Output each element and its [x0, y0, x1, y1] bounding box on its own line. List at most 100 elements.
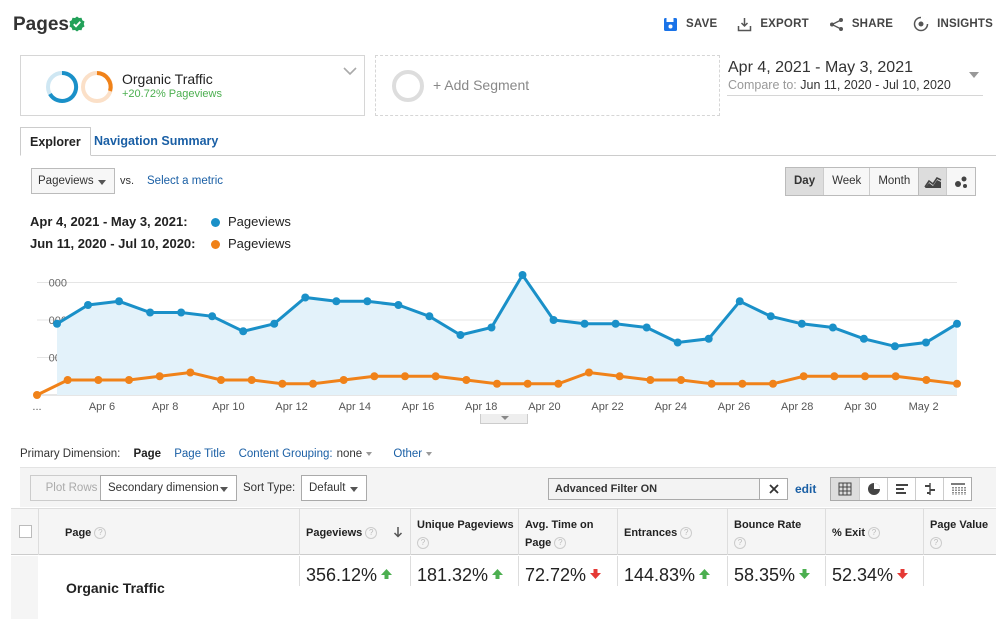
- help-icon[interactable]: ?: [734, 537, 746, 550]
- cell-unique-pageviews: 181.32%: [410, 556, 518, 588]
- chart-resize-handle[interactable]: [480, 414, 528, 424]
- column-entrances[interactable]: Entrances?: [617, 509, 727, 555]
- help-icon[interactable]: ?: [680, 527, 693, 540]
- data-point: [704, 334, 713, 343]
- data-point: [953, 319, 961, 328]
- content-grouping-label[interactable]: Content Grouping:: [238, 448, 333, 460]
- column-bounce-rate[interactable]: Bounce Rate?: [727, 509, 825, 555]
- sort-descending-icon: [393, 527, 403, 538]
- content-grouping-value[interactable]: none: [336, 448, 363, 460]
- cell-avg-time-value: 72.72%: [525, 565, 587, 585]
- edit-filter-link[interactable]: edit: [795, 482, 817, 496]
- segment-rings-icon: [46, 70, 113, 103]
- add-segment-button[interactable]: + Add Segment: [375, 55, 720, 116]
- date-range-picker[interactable]: Apr 4, 2021 - May 3, 2021 Compare to: Ju…: [727, 58, 983, 96]
- select-all-checkbox[interactable]: [19, 525, 32, 538]
- primary-dimension-page-title[interactable]: Page Title: [174, 448, 226, 460]
- data-table-view-button[interactable]: [831, 478, 859, 500]
- motion-chart-button[interactable]: [947, 168, 975, 195]
- cell-bounce-rate-value: 58.35%: [734, 565, 796, 585]
- select-metric-link[interactable]: Select a metric: [147, 175, 224, 187]
- other-dimension-link[interactable]: Other: [393, 448, 423, 460]
- cell-entrances: 144.83%: [617, 556, 727, 588]
- column-page[interactable]: Page?: [38, 509, 299, 555]
- column-pageviews-label: Pageviews: [306, 527, 363, 539]
- page-title: Pages: [13, 14, 69, 35]
- metric-select[interactable]: Pageviews: [31, 168, 115, 194]
- column-exit[interactable]: % Exit?: [825, 509, 923, 555]
- tab-navigation-summary[interactable]: Navigation Summary: [94, 134, 219, 148]
- legend-dot-blue: [211, 218, 220, 227]
- column-pageviews[interactable]: Pageviews?: [299, 509, 410, 555]
- column-unique-pageviews[interactable]: Unique Pageviews?: [410, 509, 518, 555]
- data-point: [646, 376, 655, 384]
- data-point: [394, 301, 403, 309]
- comparison-view-button[interactable]: [915, 478, 943, 500]
- advanced-filter-text: Advanced Filter ON: [555, 483, 658, 495]
- primary-dimension-page[interactable]: Page: [133, 448, 162, 460]
- motion-chart-icon: [955, 176, 967, 188]
- help-icon[interactable]: ?: [94, 527, 107, 540]
- cell-unique-pageviews-value: 181.32%: [417, 565, 489, 585]
- segment-name: Organic Traffic: [122, 71, 213, 87]
- y-tick-label: 000: [49, 278, 67, 290]
- x-tick-label: Apr 18: [465, 401, 497, 413]
- arrow-down-red-icon: [897, 569, 909, 579]
- column-bounce-rate-label: Bounce Rate: [734, 519, 802, 531]
- arrow-down-red-icon: [590, 569, 602, 579]
- caret-down-icon: [220, 487, 228, 492]
- column-avg-time-on-page[interactable]: Avg. Time on Page?: [518, 509, 617, 555]
- data-point: [891, 372, 900, 381]
- help-icon[interactable]: ?: [554, 537, 567, 550]
- x-tick-label: Apr 8: [152, 401, 178, 413]
- help-icon[interactable]: ?: [365, 527, 378, 540]
- table-row: Organic Traffic 356.12% 181.32% 72.72% 1…: [11, 556, 996, 619]
- data-point: [523, 379, 532, 388]
- x-tick-label: Apr 26: [718, 401, 750, 413]
- sort-type-select[interactable]: Default: [301, 475, 367, 501]
- pie-chart-icon: [867, 483, 880, 495]
- export-button[interactable]: EXPORT: [737, 16, 809, 32]
- vs-label: vs.: [120, 175, 135, 187]
- data-point: [766, 312, 775, 321]
- data-point: [735, 297, 744, 306]
- segment-card[interactable]: Organic Traffic +20.72% Pageviews: [20, 55, 365, 116]
- series-line: [56, 272, 958, 348]
- help-icon[interactable]: ?: [417, 537, 429, 550]
- share-button[interactable]: SHARE: [829, 16, 893, 32]
- column-exit-label: % Exit: [832, 527, 866, 539]
- line-chart-button[interactable]: [919, 168, 948, 195]
- column-unique-pageviews-label: Unique Pageviews: [417, 519, 514, 531]
- clear-filter-button[interactable]: [759, 479, 787, 499]
- data-point: [115, 297, 124, 306]
- help-icon[interactable]: ?: [930, 537, 942, 550]
- line-chart-icon: [923, 176, 941, 188]
- insights-button[interactable]: INSIGHTS: [913, 16, 993, 32]
- legend-series-previous: Pageviews: [228, 236, 291, 251]
- data-point: [339, 376, 348, 384]
- performance-view-button[interactable]: [887, 478, 915, 500]
- date-range-main: Apr 4, 2021 - May 3, 2021: [728, 59, 913, 76]
- secondary-dimension-select[interactable]: Secondary dimension: [100, 475, 237, 501]
- column-page-value-label: Page Value: [930, 519, 989, 531]
- save-button[interactable]: SAVE: [663, 16, 717, 32]
- help-icon[interactable]: ?: [868, 527, 881, 540]
- period-day-button[interactable]: Day: [786, 168, 824, 195]
- data-point: [462, 376, 471, 384]
- insights-label: INSIGHTS: [937, 18, 993, 30]
- data-point: [33, 391, 41, 399]
- data-point: [146, 308, 155, 317]
- pivot-view-button[interactable]: [943, 478, 971, 500]
- pie-view-button[interactable]: [859, 478, 887, 500]
- period-week-button[interactable]: Week: [823, 168, 869, 195]
- verified-badge-icon: [69, 16, 85, 32]
- tab-explorer[interactable]: Explorer: [20, 127, 91, 156]
- empty-segment-ring-icon: [392, 70, 424, 102]
- advanced-filter-box[interactable]: Advanced Filter ON: [548, 478, 788, 500]
- series-area: [57, 275, 957, 395]
- period-month-button[interactable]: Month: [869, 168, 918, 195]
- column-page-value[interactable]: Page Value?: [923, 509, 996, 555]
- chevron-down-icon[interactable]: [343, 66, 357, 76]
- header-actions: SAVE EXPORT SHARE INSIGHTS: [643, 16, 993, 32]
